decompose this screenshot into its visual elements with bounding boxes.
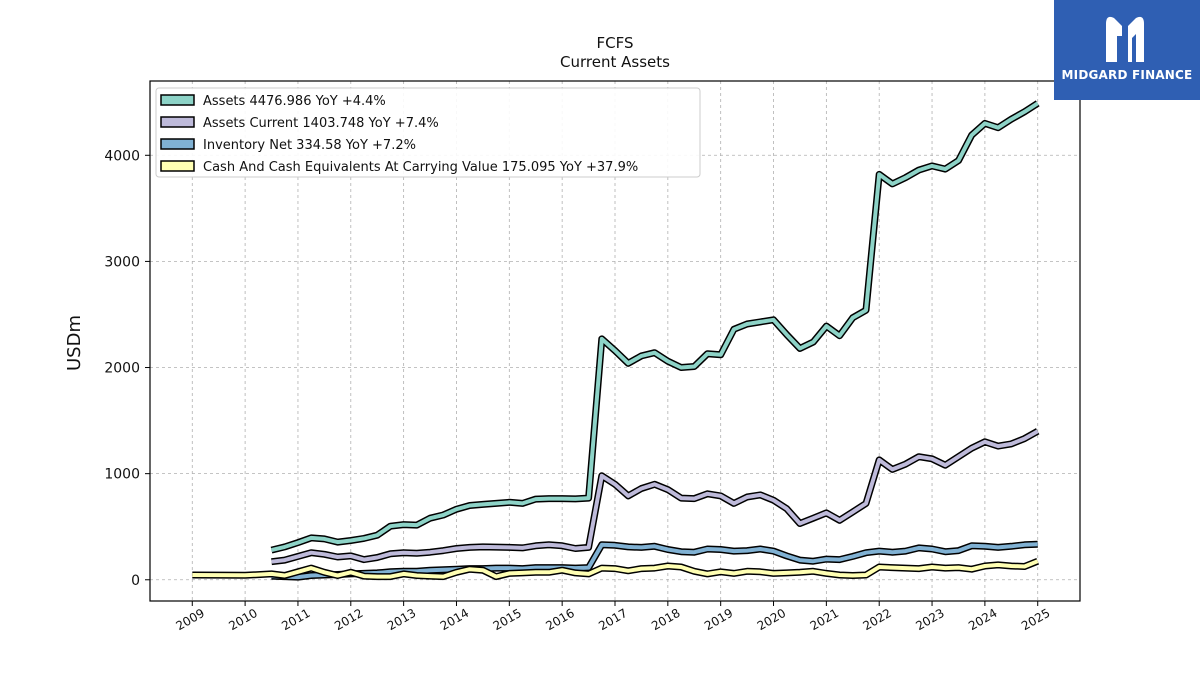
x-tick-label: 2018: [649, 606, 682, 633]
series-3: [192, 557, 1040, 581]
x-tick-label: 2015: [491, 606, 524, 633]
midgard-m-icon: [1106, 16, 1144, 62]
legend-entry-2: Inventory Net 334.58 YoY +7.2%: [203, 138, 416, 153]
legend-box: [155, 87, 701, 178]
series-1: [271, 428, 1040, 566]
x-tick-label: 2016: [543, 606, 576, 633]
series-0: [270, 100, 1040, 554]
y-tick-label: 2000: [104, 361, 140, 377]
chart-subtitle: Current Assets: [560, 53, 670, 71]
series-line: [192, 559, 1039, 579]
series-layer: [192, 100, 1040, 581]
axis-ticks: 2009 2010 2011 2012 2013 2014 2015 2016 2017 2018…: [104, 148, 1052, 633]
x-tick-label: 2024: [966, 606, 999, 633]
chart-title: FCFS: [597, 34, 634, 52]
x-tick-label: 2009: [174, 606, 207, 633]
series-line: [271, 101, 1039, 553]
brand-logo: MIDGARD FINANCE: [1054, 0, 1200, 100]
x-tick-label: 2020: [755, 606, 788, 633]
x-tick-label: 2022: [860, 606, 893, 633]
y-tick-label: 4000: [104, 148, 140, 164]
x-tick-label: 2023: [913, 606, 946, 633]
x-tick-label: 2014: [438, 606, 471, 633]
y-tick-label: 1000: [104, 467, 140, 483]
series-outline: [271, 428, 1040, 566]
y-tick-label: 0: [131, 573, 140, 589]
legend-swatch: [160, 160, 195, 172]
y-tick-label: 3000: [104, 254, 140, 270]
legend-entry-0: Assets 4476.986 YoY +4.4%: [203, 94, 386, 109]
x-tick-label: 2017: [596, 606, 629, 633]
series-2: [271, 540, 1038, 581]
series-line: [271, 429, 1039, 564]
x-tick-label: 2021: [808, 606, 841, 633]
x-tick-label: 2019: [702, 606, 735, 633]
legend-entry-3: Cash And Cash Equivalents At Carrying Va…: [203, 160, 638, 175]
brand-name: MIDGARD FINANCE: [1061, 68, 1193, 82]
x-tick-label: 2010: [226, 606, 259, 633]
y-axis-label: USDm: [64, 315, 85, 371]
x-tick-label: 2011: [279, 606, 312, 633]
legend: Assets 4476.986 YoY +4.4% Assets Current …: [155, 87, 701, 178]
legend-entry-1: Assets Current 1403.748 YoY +7.4%: [203, 116, 439, 131]
legend-swatch: [160, 94, 195, 106]
x-tick-label: 2025: [1019, 606, 1052, 633]
legend-swatch: [160, 138, 195, 150]
x-tick-label: 2012: [332, 606, 365, 633]
x-tick-label: 2013: [385, 606, 418, 633]
legend-swatch: [160, 116, 195, 128]
